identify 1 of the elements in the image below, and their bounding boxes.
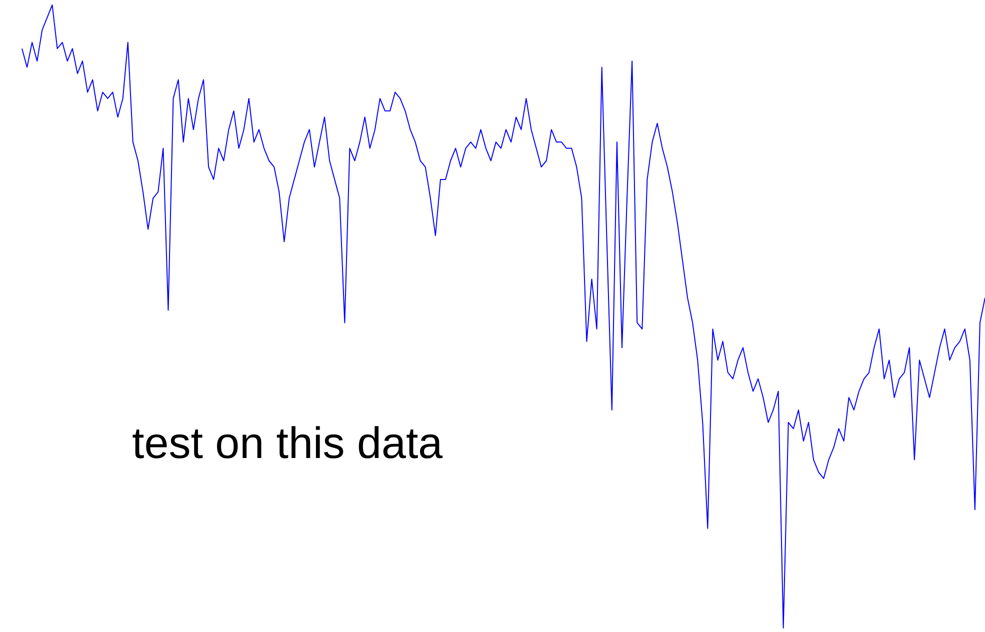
annotation: test on this data — [132, 419, 444, 468]
